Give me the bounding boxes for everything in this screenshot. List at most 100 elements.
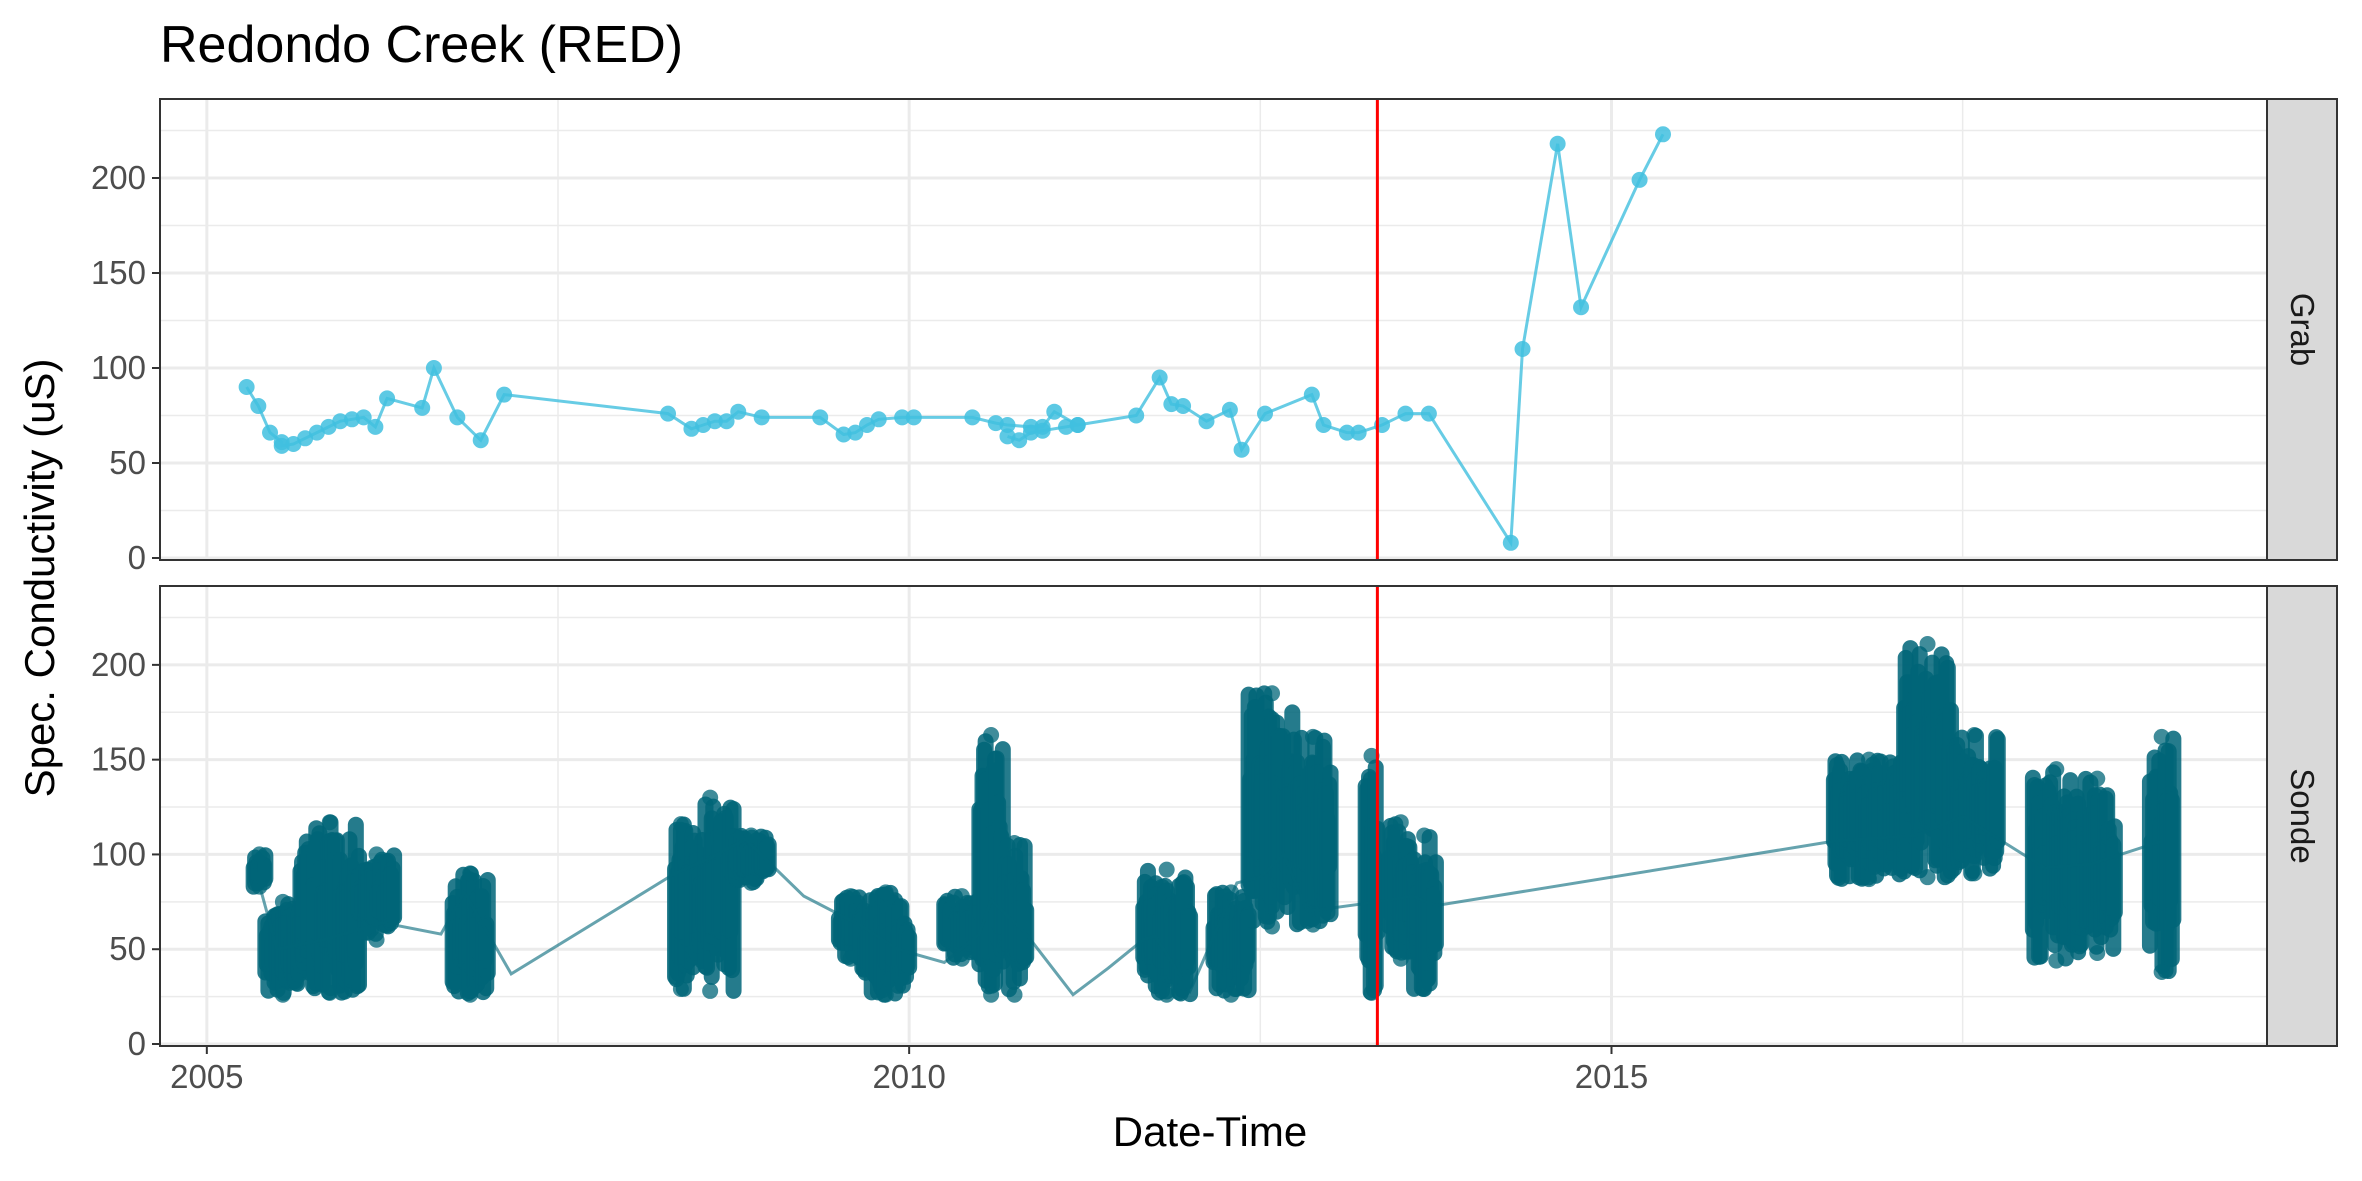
series-grab (238, 126, 1671, 551)
data-point (730, 403, 747, 420)
data-point (999, 417, 1016, 433)
data-point (1046, 403, 1063, 420)
data-point (1397, 405, 1414, 422)
data-point (1158, 861, 1175, 878)
plot-panels: 0 50 100 150 200 Grab 0 50 100 150 200 2005 2010 2015… (91, 98, 2338, 1095)
data-point (425, 360, 442, 376)
series-line (252, 814, 2163, 997)
x-tick-label: 2005 (170, 1058, 243, 1095)
data-point (462, 865, 479, 882)
data-point (1573, 299, 1590, 316)
data-point (1198, 413, 1215, 430)
data-point (1257, 405, 1274, 422)
data-point (953, 950, 970, 967)
data-point (262, 424, 279, 441)
data-point (1303, 386, 1320, 403)
data-point (877, 884, 894, 901)
y-tick-label: 100 (91, 835, 146, 872)
y-tick-label: 100 (91, 349, 146, 386)
data-point (1549, 135, 1566, 152)
x-tick-label: 2015 (1575, 1058, 1648, 1095)
data-point (472, 432, 489, 449)
data-point (251, 846, 268, 863)
data-point (847, 424, 864, 441)
data-point (2089, 770, 2106, 787)
data-point (953, 888, 970, 905)
data-point (355, 409, 372, 426)
data-point (321, 984, 338, 1001)
data-point (894, 409, 911, 426)
data-point (1919, 636, 1936, 653)
data-point (870, 411, 887, 428)
facet-strip (2266, 98, 2338, 561)
y-tick-label: 150 (91, 254, 146, 291)
data-point (250, 398, 267, 414)
data-point (660, 405, 677, 422)
data-point (462, 986, 479, 1003)
facet-strip-label: Sonde (2284, 768, 2321, 863)
y-tick-label: 50 (109, 930, 146, 967)
panel-grab: 0 50 100 150 200 Grab (91, 98, 2338, 576)
data-point (1006, 986, 1023, 1003)
data-point (1416, 981, 1433, 998)
data-point (1011, 432, 1028, 449)
data-point (2153, 963, 2170, 980)
data-point (1223, 986, 1240, 1003)
data-point (1392, 950, 1409, 967)
data-point (718, 413, 735, 430)
y-tick-label: 200 (91, 159, 146, 196)
data-point (672, 816, 689, 833)
data-point (1315, 417, 1332, 433)
data-point (1350, 424, 1367, 441)
data-point (964, 409, 981, 426)
data-point (877, 986, 894, 1003)
data-point (1151, 369, 1168, 386)
data-point (274, 893, 291, 910)
data-point (2048, 952, 2065, 969)
data-point (753, 409, 770, 426)
data-point (368, 931, 385, 948)
x-axis-title: Date-Time (1113, 1108, 1307, 1155)
data-point (238, 379, 255, 395)
data-point (367, 418, 384, 435)
chart-title: Redondo Creek (RED) (160, 16, 683, 74)
data-point (672, 981, 689, 998)
y-tick-label: 0 (128, 539, 146, 576)
facet-strip (2266, 585, 2338, 1047)
data-point (1264, 685, 1281, 702)
data-point (983, 727, 1000, 744)
data-point (274, 986, 291, 1003)
data-point (414, 399, 431, 416)
data-point (842, 888, 859, 905)
data-point (379, 390, 396, 407)
data-point (1966, 727, 1983, 744)
data-point (1034, 422, 1051, 439)
data-point (1338, 424, 1355, 441)
data-point (706, 413, 723, 430)
data-point (321, 814, 338, 831)
y-tick-label: 200 (91, 646, 146, 683)
data-point (1304, 728, 1321, 745)
y-tick-label: 50 (109, 444, 146, 481)
data-point (812, 409, 829, 426)
data-point (1175, 398, 1192, 414)
data-point (1392, 814, 1409, 831)
y-tick-label: 150 (91, 741, 146, 778)
data-point (1416, 827, 1433, 844)
data-point (1128, 407, 1145, 424)
data-point (702, 982, 719, 999)
data-point (2153, 728, 2170, 745)
data-point (1069, 417, 1086, 433)
facet-strip-label: Grab (2284, 293, 2321, 366)
data-point (1363, 984, 1380, 1001)
data-point (1363, 747, 1380, 764)
panel-sonde: 0 50 100 150 200 2005 2010 2015 Sonde (91, 585, 2338, 1095)
data-point (1158, 986, 1175, 1003)
data-point (1264, 918, 1281, 935)
panel-background (160, 99, 2267, 560)
data-point (449, 409, 466, 426)
series-sonde (245, 636, 2182, 1003)
data-point (905, 409, 922, 426)
data-point (1861, 751, 1878, 768)
